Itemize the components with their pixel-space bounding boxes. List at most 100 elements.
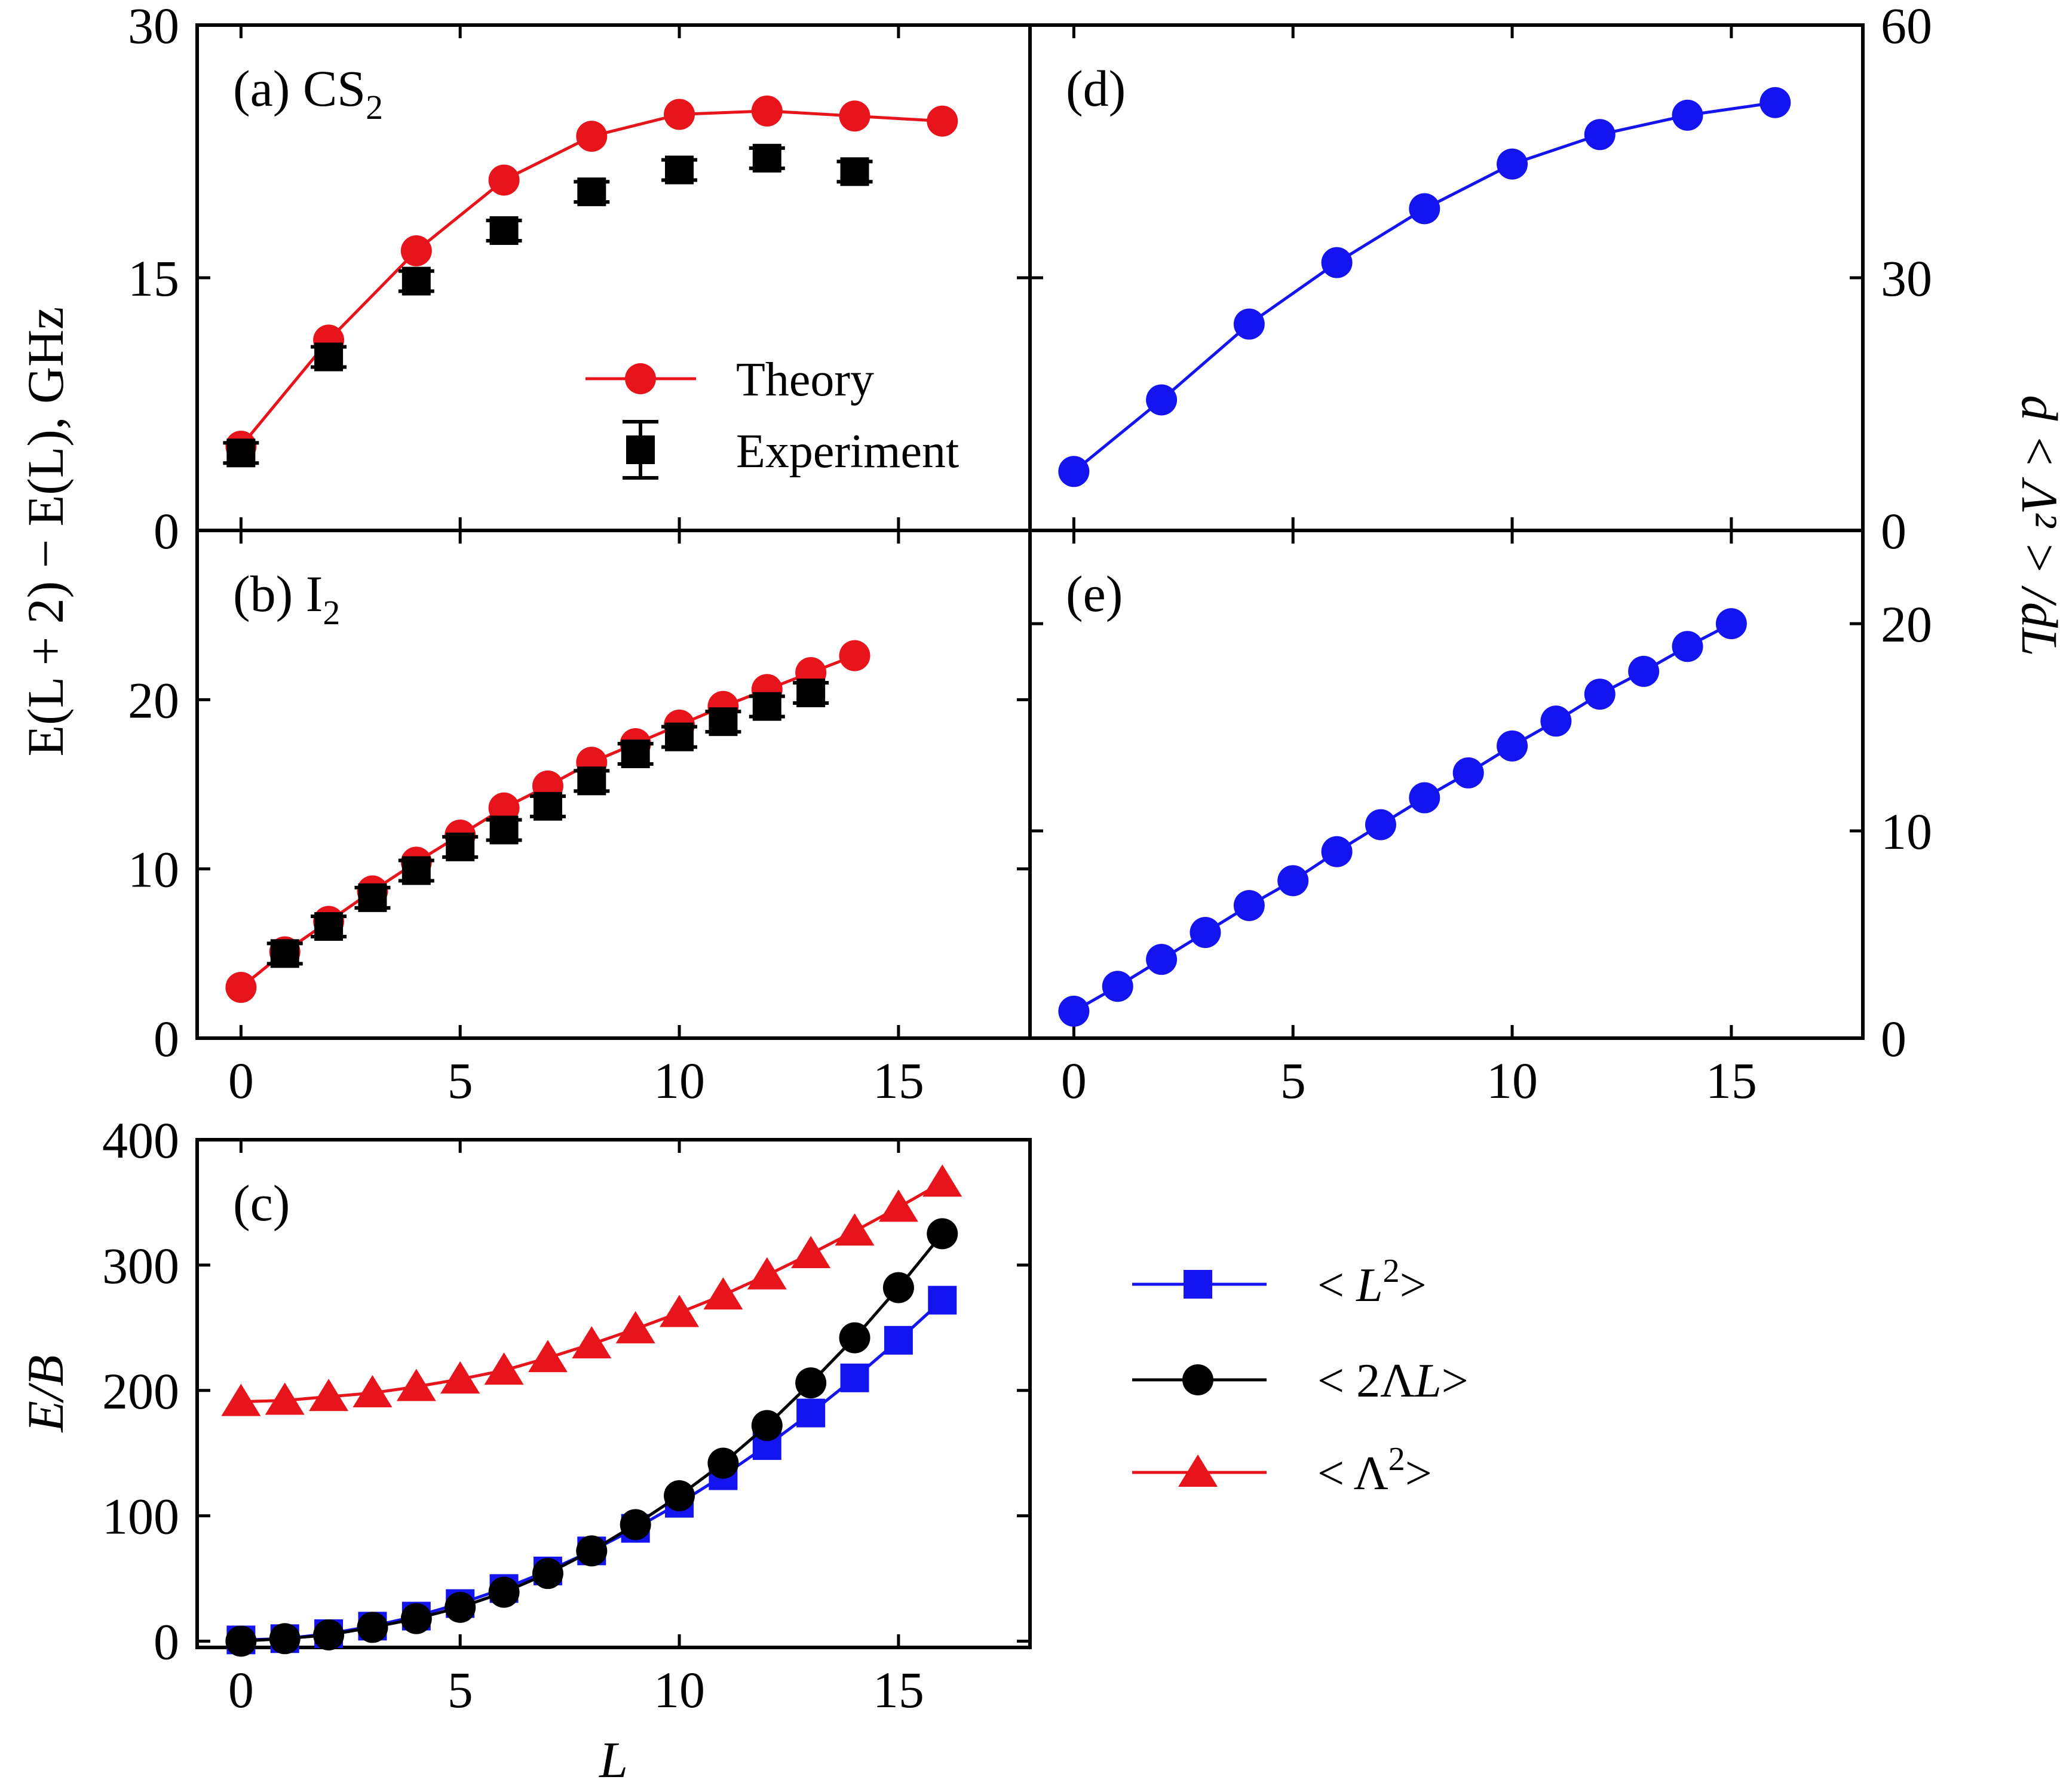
panel-title: (e) [1066,565,1123,622]
data-point [270,939,299,968]
x-tick-label: 0 [228,1052,254,1109]
legend-label-theory: Theory [736,354,874,406]
y-axis-label-top: E(L + 2) − E(L), GHz [17,307,74,757]
data-point [489,216,519,246]
legend-label-part: L [1356,1259,1383,1312]
data-point [707,1447,739,1479]
series-<2ΛL> [225,1218,958,1657]
data-point [576,121,608,152]
data-point [1497,730,1528,762]
data-point [446,832,475,861]
data-point [835,1213,875,1246]
data-point [314,912,344,941]
legend-marker [1182,1364,1213,1395]
series-Theory [225,95,958,462]
legend-label: < L2> [1317,1253,1427,1312]
data-point [1409,193,1440,225]
data-point [1190,917,1221,949]
data-point [396,1368,436,1401]
y-tick-label: 30 [1881,250,1932,307]
x-tick-label: 5 [447,1052,473,1109]
data-point [1452,757,1484,788]
panel-title: (c) [233,1174,290,1232]
legend-label-part: > [1442,1355,1469,1407]
data-point [269,1623,301,1655]
panel-title-sub: 2 [323,593,340,632]
series-Experiment [223,143,873,468]
legend-marker [1178,1455,1218,1487]
y-tick-label: 30 [128,0,179,54]
y-tick-label: 0 [154,502,179,560]
x-tick-label: 5 [447,1661,473,1719]
data-point [528,1340,568,1373]
data-point [400,235,432,266]
panel-title-main: (a) CS [233,60,366,117]
data-point [664,99,695,130]
data-point [488,1576,520,1608]
data-point [1715,608,1747,640]
data-point [314,342,344,372]
series-line [241,1232,944,1643]
x-tick-label: 10 [654,1052,705,1109]
y-tick-label: 20 [1881,596,1932,653]
data-point [791,1235,831,1268]
panel-a: 0 15 30 (a) CS2 [128,0,1032,560]
data-point [747,1257,787,1290]
data-point [922,1164,962,1197]
data-point [839,1322,870,1354]
x-tick-label: 15 [873,1661,924,1719]
data-point [884,1325,913,1355]
panel-title-main: (b) I [233,565,323,622]
panel-e: 0 5 10 15 0 10 20 (e) [1028,529,1932,1109]
data-point [660,1294,700,1327]
data-point [489,815,519,845]
legend-marker-experiment [626,435,655,464]
data-point [1277,865,1309,897]
data-point [1058,995,1090,1027]
frame-d [1028,23,1865,532]
data-point [751,95,783,127]
y-tick-label: 10 [1881,803,1932,860]
data-point [703,1277,743,1310]
legend-label-experiment: Experiment [736,425,959,478]
y-tick-label: 300 [102,1237,179,1294]
data-point [1672,631,1703,662]
data-point [1759,87,1791,118]
x-tick-label: 5 [1280,1052,1306,1109]
panel-title-sub: 2 [366,88,383,127]
data-point [221,1383,261,1416]
y-tick-label: 200 [102,1363,179,1420]
data-point [440,1361,480,1394]
panel-c: 0 5 10 15 0 100 200 300 400 (c) [102,1112,1032,1719]
panel-title-main: (e) [1066,565,1123,622]
legend-label-part: 2 [1388,1441,1405,1478]
data-point [1146,944,1178,975]
y-tick-label: 20 [128,671,179,729]
data-point [1321,836,1353,867]
data-point [1365,809,1396,840]
data-point [664,1480,695,1512]
data-point [309,1379,349,1411]
data-point [1540,705,1572,737]
legend-label: < Λ2> [1317,1441,1432,1500]
axis-labels: E(L + 2) − E(L), GHz d < Λ² > /dL E/B L [17,307,2060,1788]
series-d<Λ²>/dL [1058,87,1791,487]
data-point [484,1352,524,1385]
data-point [1628,655,1660,687]
x-tick-label: 0 [1061,1052,1087,1109]
data-point [400,1603,432,1634]
data-point [352,1374,393,1407]
panel-b: 0 5 10 15 0 10 20 (b) I2 [128,529,1032,1109]
legend-marker [1184,1270,1212,1299]
y-axis-label-c: E/B [17,1355,74,1434]
data-point [488,164,520,196]
data-point [358,883,387,912]
data-point [927,1218,958,1250]
data-point [532,1558,563,1590]
legend-label-part: < 2Λ [1317,1355,1415,1407]
data-point [577,766,606,796]
y-tick-label: 15 [128,250,179,307]
y-tick-label: 0 [1881,1010,1906,1067]
series-d<Λ²>/dL [1058,608,1747,1027]
